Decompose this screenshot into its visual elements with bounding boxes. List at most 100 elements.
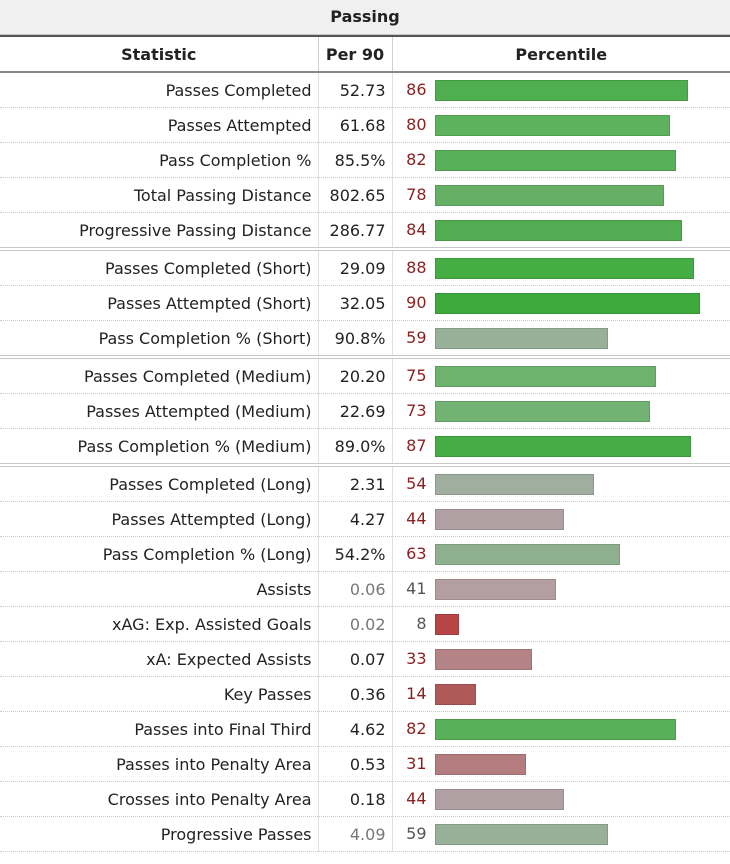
per90-value: 29.09 xyxy=(318,247,393,286)
table-row: Total Passing Distance 802.65 78 xyxy=(0,177,730,213)
percentile-cell: 14 xyxy=(392,676,730,712)
percentile-value: 54 xyxy=(406,474,427,493)
percentile-bar xyxy=(434,684,476,705)
per90-value: 0.18 xyxy=(318,781,393,817)
stat-name: Passes into Final Third xyxy=(0,711,319,747)
percentile-bar xyxy=(434,258,694,279)
per90-value: 286.77 xyxy=(318,212,393,250)
percentile-value: 82 xyxy=(406,150,427,169)
table-row: Pass Completion % 85.5% 82 xyxy=(0,142,730,178)
per90-value: 85.5% xyxy=(318,142,393,178)
stat-name: xAG: Exp. Assisted Goals xyxy=(0,606,319,642)
percentile-value: 59 xyxy=(406,328,427,347)
percentile-value: 90 xyxy=(406,293,427,312)
percentile-cell: 41 xyxy=(392,571,730,607)
percentile-cell: 88 xyxy=(392,247,730,286)
stat-name: Total Passing Distance xyxy=(0,177,319,213)
stat-name: Passes Completed xyxy=(0,72,319,108)
stat-name: Passes Completed (Medium) xyxy=(0,355,319,394)
percentile-cell: 44 xyxy=(392,781,730,817)
percentile-bar xyxy=(434,579,556,600)
per90-value: 0.36 xyxy=(318,676,393,712)
stat-name: Passes Attempted (Short) xyxy=(0,285,319,321)
table-body: Passes Completed 52.73 86 Passes Attempted 6… xyxy=(0,72,730,852)
percentile-value: 44 xyxy=(406,509,427,528)
percentile-value: 41 xyxy=(406,579,427,598)
per90-value: 0.02 xyxy=(318,606,393,642)
stat-name: Pass Completion % xyxy=(0,142,319,178)
percentile-value: 31 xyxy=(406,754,427,773)
table-row: Assists 0.06 41 xyxy=(0,571,730,607)
table-row: xA: Expected Assists 0.07 33 xyxy=(0,641,730,677)
stat-name: Key Passes xyxy=(0,676,319,712)
percentile-value: 87 xyxy=(406,436,427,455)
stat-name: xA: Expected Assists xyxy=(0,641,319,677)
percentile-cell: 44 xyxy=(392,501,730,537)
header-percentile[interactable]: Percentile xyxy=(392,35,730,73)
percentile-bar xyxy=(434,509,564,530)
percentile-value: 88 xyxy=(406,258,427,277)
table-row: Passes into Final Third 4.62 82 xyxy=(0,711,730,747)
percentile-bar xyxy=(434,366,656,387)
percentile-cell: 73 xyxy=(392,393,730,429)
table-row: Passes Attempted (Short) 32.05 90 xyxy=(0,285,730,321)
percentile-cell: 80 xyxy=(392,107,730,143)
percentile-cell: 87 xyxy=(392,428,730,466)
stat-name: Progressive Passing Distance xyxy=(0,212,319,250)
table-row: Passes into Penalty Area 0.53 31 xyxy=(0,746,730,782)
percentile-bar xyxy=(434,185,664,206)
percentile-value: 78 xyxy=(406,185,427,204)
percentile-cell: 63 xyxy=(392,536,730,572)
percentile-cell: 8 xyxy=(392,606,730,642)
table-row: Key Passes 0.36 14 xyxy=(0,676,730,712)
stat-name: Passes Attempted (Long) xyxy=(0,501,319,537)
table-row: Progressive Passes 4.09 59 xyxy=(0,816,730,852)
per90-value: 90.8% xyxy=(318,320,393,358)
percentile-bar xyxy=(434,115,670,136)
per90-value: 61.68 xyxy=(318,107,393,143)
percentile-bar xyxy=(434,614,459,635)
header-per90[interactable]: Per 90 xyxy=(318,35,393,73)
table-row: Passes Attempted (Long) 4.27 44 xyxy=(0,501,730,537)
stat-name: Pass Completion % (Medium) xyxy=(0,428,319,466)
percentile-value: 33 xyxy=(406,649,427,668)
percentile-bar xyxy=(434,789,564,810)
percentile-value: 73 xyxy=(406,401,427,420)
percentile-bar xyxy=(434,436,691,457)
per90-value: 89.0% xyxy=(318,428,393,466)
per90-value: 2.31 xyxy=(318,463,393,502)
per90-value: 32.05 xyxy=(318,285,393,321)
table-row: Progressive Passing Distance 286.77 84 xyxy=(0,212,730,250)
stat-name: Pass Completion % (Short) xyxy=(0,320,319,358)
percentile-bar xyxy=(434,544,620,565)
table-row: Passes Attempted 61.68 80 xyxy=(0,107,730,143)
percentile-bar xyxy=(434,401,650,422)
stat-name: Passes Completed (Long) xyxy=(0,463,319,502)
percentile-bar xyxy=(434,293,700,314)
percentile-value: 59 xyxy=(406,824,427,843)
per90-value: 52.73 xyxy=(318,72,393,108)
table-row: Passes Completed (Short) 29.09 88 xyxy=(0,247,730,286)
percentile-value: 75 xyxy=(406,366,427,385)
percentile-cell: 31 xyxy=(392,746,730,782)
header-statistic[interactable]: Statistic xyxy=(0,35,319,73)
per90-value: 0.53 xyxy=(318,746,393,782)
percentile-cell: 59 xyxy=(392,816,730,852)
percentile-cell: 86 xyxy=(392,72,730,108)
percentile-bar xyxy=(434,649,532,670)
percentile-cell: 54 xyxy=(392,463,730,502)
percentile-value: 82 xyxy=(406,719,427,738)
table-row: Pass Completion % (Medium) 89.0% 87 xyxy=(0,428,730,466)
stat-name: Passes Attempted (Medium) xyxy=(0,393,319,429)
table-row: Pass Completion % (Long) 54.2% 63 xyxy=(0,536,730,572)
table-caption: Passing xyxy=(0,0,730,35)
table-row: Passes Completed (Medium) 20.20 75 xyxy=(0,355,730,394)
percentile-bar xyxy=(434,719,676,740)
stat-name: Passes Completed (Short) xyxy=(0,247,319,286)
per90-value: 0.06 xyxy=(318,571,393,607)
percentile-cell: 90 xyxy=(392,285,730,321)
percentile-cell: 33 xyxy=(392,641,730,677)
percentile-bar xyxy=(434,220,682,241)
percentile-value: 14 xyxy=(406,684,427,703)
